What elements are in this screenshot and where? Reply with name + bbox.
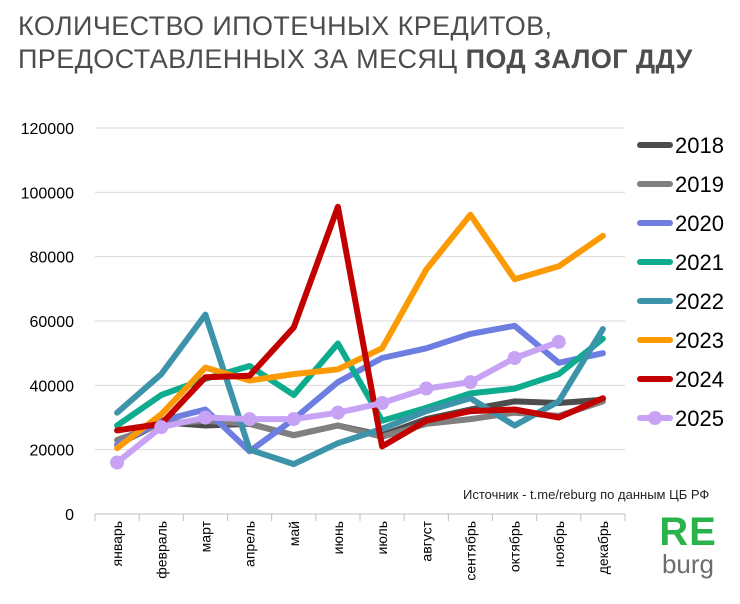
series-point-2025 [198, 410, 213, 425]
source-note: Источник - t.me/reburg по данным ЦБ РФ [463, 487, 710, 502]
x-tick-label: октябрь [507, 521, 523, 572]
x-tick-label: июнь [330, 521, 346, 554]
series-line-2020 [114, 322, 606, 455]
x-tick-label: март [197, 520, 213, 552]
x-tick-label: май [286, 521, 302, 546]
series-point-2025 [242, 412, 257, 427]
x-tick-label: январь [109, 521, 125, 566]
legend-marker-2025 [648, 411, 662, 425]
reburg-logo: RE burg [655, 510, 721, 579]
legend-label-2019: 2019 [675, 172, 724, 197]
y-tick-label: 0 [65, 507, 74, 524]
x-tick-label: сентябрь [462, 521, 478, 581]
x-tick-label: декабрь [595, 521, 611, 574]
logo-text-re: RE [659, 510, 717, 554]
title-line-2: ПРЕДОСТАВЛЕННЫХ ЗА МЕСЯЦ [18, 44, 458, 74]
logo-text-burg: burg [661, 549, 715, 579]
series-point-2025 [551, 334, 566, 349]
y-tick-label: 60000 [30, 314, 75, 331]
series-point-2025 [110, 455, 125, 470]
title-line-1: КОЛИЧЕСТВО ИПОТЕЧНЫХ КРЕДИТОВ, [18, 11, 553, 41]
x-tick-label: апрель [242, 521, 258, 567]
series-point-2025 [419, 381, 434, 396]
legend-label-2020: 2020 [675, 211, 724, 236]
series-line-2024 [114, 203, 606, 450]
legend-label-2024: 2024 [675, 367, 724, 392]
y-tick-label: 100000 [21, 185, 74, 202]
y-tick-label: 40000 [30, 378, 75, 395]
y-tick-label: 80000 [30, 250, 75, 267]
series-line-2023 [114, 211, 606, 452]
legend-label-2025: 2025 [675, 406, 724, 431]
series-point-2025 [154, 420, 169, 435]
series-point-2025 [507, 350, 522, 365]
x-tick-label: июль [374, 521, 390, 554]
legend-label-2023: 2023 [675, 328, 724, 353]
legend-label-2018: 2018 [675, 133, 724, 158]
series-point-2025 [375, 396, 390, 411]
y-tick-label: 120000 [21, 121, 74, 138]
x-tick-label: август [418, 520, 434, 561]
y-tick-label: 20000 [30, 443, 75, 460]
series-line-2022 [114, 311, 606, 468]
chart-title: КОЛИЧЕСТВО ИПОТЕЧНЫХ КРЕДИТОВ, ПРЕДОСТАВ… [18, 10, 693, 76]
series-point-2025 [286, 412, 301, 427]
series-point-2025 [330, 405, 345, 420]
series-point-2025 [463, 375, 478, 390]
title-line-2-bold: ПОД ЗАЛОГ ДДУ [465, 44, 693, 74]
legend-label-2021: 2021 [675, 250, 724, 275]
legend-label-2022: 2022 [675, 289, 724, 314]
x-tick-label: ноябрь [551, 521, 567, 567]
x-tick-label: февраль [153, 521, 169, 579]
